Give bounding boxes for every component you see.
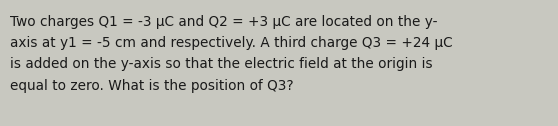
Text: Two charges Q1 = -3 μC and Q2 = +3 μC are located on the y-
axis at y1 = -5 cm a: Two charges Q1 = -3 μC and Q2 = +3 μC ar… bbox=[10, 15, 453, 93]
